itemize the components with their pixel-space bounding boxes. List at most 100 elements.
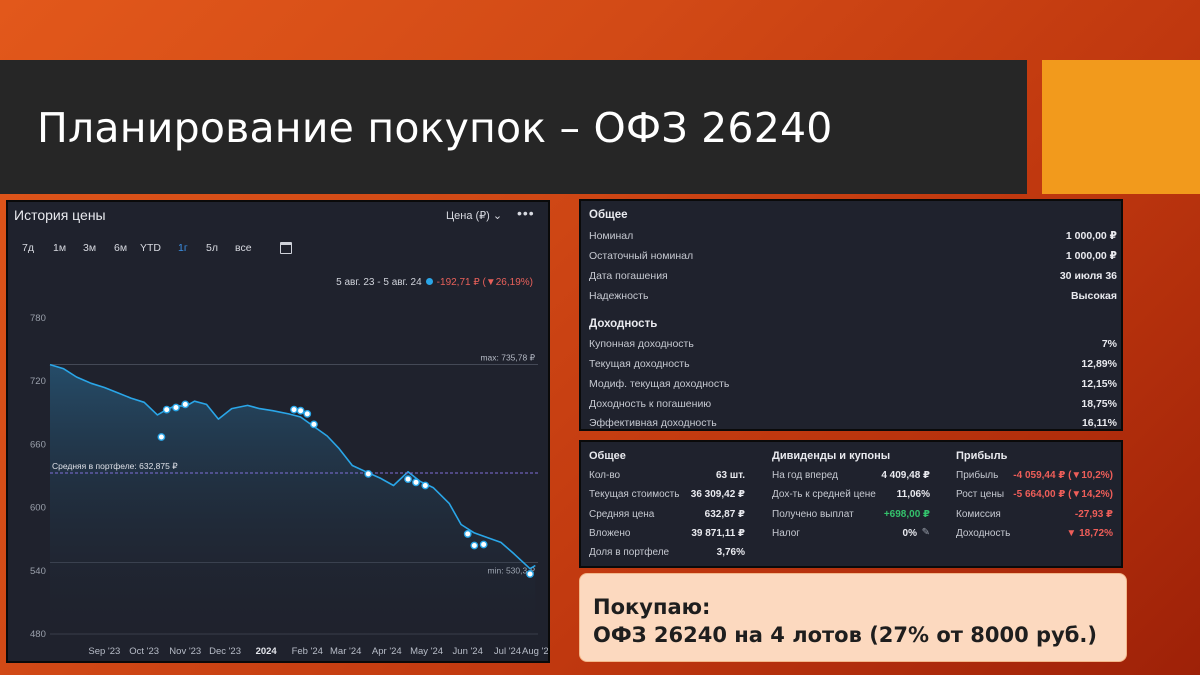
modified-yield-label: Модиф. текущая доходность — [589, 378, 730, 390]
price-growth-label: Рост цены — [956, 489, 1005, 500]
ytm-value: 18,75% — [1081, 398, 1117, 410]
commission-label: Комиссия — [956, 509, 1001, 520]
period-1m[interactable]: 1м — [53, 242, 67, 254]
portfolio-general-heading: Общее — [589, 450, 626, 462]
avg-price-value: 632,87 ₽ — [704, 509, 745, 520]
calendar-icon[interactable] — [280, 242, 292, 254]
bond-info-panel: Общее Номинал 1 000,00 ₽ Остаточный номи… — [579, 199, 1123, 431]
x-tick-label: 2024 — [256, 646, 278, 657]
x-tick-label: Dec '23 — [209, 646, 241, 657]
invested-value: 39 871,11 ₽ — [691, 528, 745, 539]
yield-to-avg-label: Дох-ть к средней цене — [772, 489, 876, 500]
coupon-yield-value: 7% — [1101, 338, 1117, 350]
buy-marker — [364, 469, 373, 478]
accent-box — [1042, 60, 1200, 194]
y-tick-label: 720 — [30, 376, 46, 387]
period-3m[interactable]: 3м — [83, 242, 97, 254]
x-tick-label: Apr '24 — [372, 646, 402, 657]
reliability-label: Надежность — [589, 290, 649, 302]
period-7d[interactable]: 7д — [22, 242, 34, 254]
profit-amount: -4 059,44 ₽ ( — [1013, 470, 1072, 481]
modified-yield-value: 12,15% — [1081, 378, 1117, 390]
y-tick-label: 600 — [30, 503, 46, 514]
buy-marker — [303, 409, 312, 418]
price-area — [50, 364, 536, 634]
triangle-down-icon: ▼ — [1071, 489, 1082, 500]
buy-marker — [412, 478, 420, 487]
yield-to-avg-value: 11,06% — [896, 489, 930, 500]
buy-marker — [479, 540, 488, 549]
current-value-label: Текущая стоимость — [589, 489, 680, 500]
buy-marker — [309, 420, 318, 429]
y-tick-label: 780 — [30, 313, 46, 324]
received-value: +698,00 ₽ — [883, 509, 930, 520]
commission-value: -27,93 ₽ — [1074, 509, 1113, 520]
yield-heading: Доходность — [589, 318, 658, 330]
buy-marker — [526, 570, 534, 578]
residual-nominal-value: 1 000,00 ₽ — [1065, 250, 1117, 262]
period-all[interactable]: все — [235, 242, 252, 254]
effective-yield-value: 16,11% — [1081, 417, 1117, 429]
buy-note-box: Покупаю: ОФЗ 26240 на 4 лотов (27% от 80… — [579, 573, 1127, 662]
buy-marker — [470, 541, 479, 550]
x-tick-label: Feb '24 — [292, 646, 323, 657]
current-value-value: 36 309,42 ₽ — [690, 489, 745, 500]
range-label: 5 авг. 23 - 5 авг. 24 — [336, 277, 422, 288]
tax-value: 0% — [902, 528, 917, 539]
buy-marker — [290, 405, 298, 414]
year-ahead-label: На год вперед — [772, 470, 838, 481]
price-selector[interactable]: Цена (₽) ⌄ — [446, 209, 502, 222]
chart-title: История цены — [14, 207, 106, 223]
return-value: ▼ 18,72% — [1066, 528, 1113, 539]
buy-marker — [421, 481, 430, 490]
x-tick-label: Sep '23 — [88, 646, 120, 657]
period-6m[interactable]: 6м — [114, 242, 128, 254]
general-heading: Общее — [589, 209, 628, 221]
invested-label: Вложено — [589, 528, 631, 539]
triangle-down-icon: ▼ — [485, 277, 496, 288]
buy-marker — [162, 405, 171, 414]
title-bar — [0, 60, 1027, 194]
price-selector-label: Цена (₽) — [446, 210, 490, 222]
dividends-heading: Дивиденды и купоны — [772, 450, 891, 462]
profit-label: Прибыль — [956, 470, 999, 481]
buy-marker — [404, 475, 412, 484]
range-change-pct: 26,19%) — [495, 277, 533, 288]
range-change: -192,71 ₽ ( — [436, 277, 486, 288]
current-yield-value: 12,89% — [1081, 358, 1117, 370]
price-growth-value: -5 664,00 ₽ (▼14,2%) — [1013, 489, 1113, 500]
max-label: max: 735,78 ₽ — [480, 353, 535, 363]
effective-yield-label: Эффективная доходность — [589, 417, 717, 429]
return-pct: 18,72% — [1079, 528, 1113, 539]
nominal-value: 1 000,00 ₽ — [1065, 230, 1117, 242]
ytm-label: Доходность к погашению — [589, 398, 712, 410]
profit-heading: Прибыль — [956, 450, 1008, 462]
year-ahead-value: 4 409,48 ₽ — [881, 470, 930, 481]
more-dots-icon[interactable]: ••• — [517, 205, 535, 221]
x-tick-label: May '24 — [410, 646, 443, 657]
portfolio-panel: Общее Кол-во 63 шт. Текущая стоимость 36… — [579, 440, 1123, 568]
nominal-label: Номинал — [589, 230, 634, 242]
period-5y[interactable]: 5л — [206, 242, 218, 254]
period-ytd[interactable]: YTD — [140, 242, 161, 254]
buy-marker — [296, 406, 305, 415]
y-tick-label: 480 — [30, 629, 46, 640]
x-tick-label: Oct '23 — [129, 646, 159, 657]
x-tick-label: Nov '23 — [169, 646, 201, 657]
received-label: Получено выплат — [772, 509, 854, 520]
chevron-down-icon: ⌄ — [492, 210, 503, 222]
profit-pct: 10,2%) — [1081, 470, 1113, 481]
x-tick-label: Mar '24 — [330, 646, 361, 657]
profit-value: -4 059,44 ₽ (▼10,2%) — [1013, 470, 1113, 481]
maturity-label: Дата погашения — [589, 270, 668, 282]
period-1y[interactable]: 1г — [178, 242, 188, 254]
range-info: 5 авг. 23 - 5 авг. 24 -192,71 ₽ (▼26,19%) — [336, 277, 533, 288]
x-tick-label: Jul '24 — [494, 646, 521, 657]
return-label: Доходность — [956, 528, 1011, 539]
x-tick-label: Jun '24 — [453, 646, 483, 657]
price-line — [49, 363, 536, 570]
buy-marker — [181, 400, 190, 409]
y-tick-label: 660 — [30, 439, 46, 450]
pencil-icon[interactable]: ✎ — [921, 527, 930, 538]
coupon-yield-label: Купонная доходность — [589, 338, 694, 350]
